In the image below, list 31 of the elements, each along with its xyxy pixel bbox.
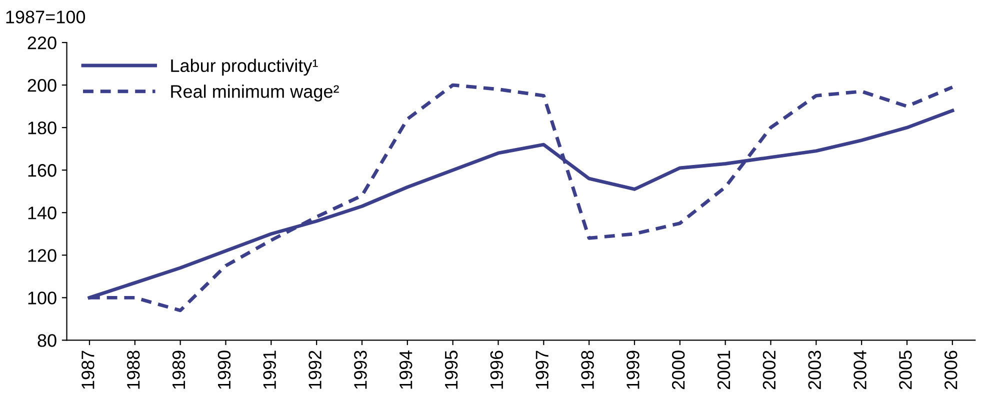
y-tick-label: 160 xyxy=(28,164,56,177)
y-tick-label: 200 xyxy=(28,78,56,92)
x-tick-label: 1994 xyxy=(399,350,412,389)
legend-label: Real minimum wage² xyxy=(171,84,339,102)
y-tick-label: 220 xyxy=(28,36,56,50)
x-tick-label: 1990 xyxy=(218,350,231,389)
x-tick-label: 1995 xyxy=(444,350,458,389)
y-tick-label: 120 xyxy=(28,249,56,262)
x-tick-label: 1993 xyxy=(354,350,367,389)
y-axis-title: 1987=100 xyxy=(6,10,86,24)
x-tick-label: 1996 xyxy=(490,350,504,389)
x-tick-label: 2005 xyxy=(899,350,912,390)
x-tick-label: 1999 xyxy=(626,350,640,389)
x-tick-label: 1991 xyxy=(263,350,276,389)
x-tick-label: 2001 xyxy=(717,350,730,390)
x-tick-label: 2004 xyxy=(854,350,866,390)
x-tick-label: 1992 xyxy=(308,350,322,389)
x-tick-label: 2006 xyxy=(944,350,958,390)
x-tick-label: 1988 xyxy=(126,350,140,389)
x-tick-label: 1997 xyxy=(536,350,549,389)
legend-label: Labur productivity¹ xyxy=(171,58,318,76)
x-tick-label: 2000 xyxy=(672,350,685,390)
y-tick-label: 100 xyxy=(28,292,56,304)
y-tick-label: 180 xyxy=(28,122,56,134)
y-tick-label: 80 xyxy=(38,334,56,347)
x-tick-label: 1989 xyxy=(172,350,186,389)
x-tick-label: 2002 xyxy=(762,350,776,390)
x-tick-label: 2003 xyxy=(808,350,822,390)
x-tick-label: 1998 xyxy=(581,350,594,389)
x-tick-label: 1987 xyxy=(82,350,94,389)
y-tick-label: 140 xyxy=(28,206,56,220)
